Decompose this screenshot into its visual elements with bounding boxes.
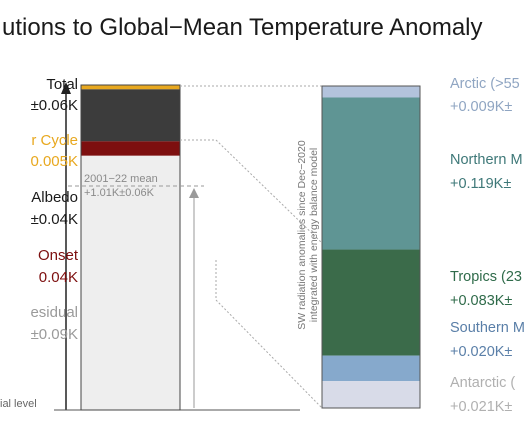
label-total-name: Total — [46, 76, 78, 93]
left-bar-outline — [80, 84, 181, 411]
left-bar-segment-3 — [81, 155, 180, 410]
sw-note-line1: SW radiation anomalies since Dec−2020 — [296, 140, 308, 330]
left-bar-segment-1 — [81, 89, 180, 142]
connector-bottom — [215, 260, 323, 409]
right-bar-segment-0 — [322, 86, 420, 98]
chart-title: utions to Global−Mean Temperature Anomal… — [2, 14, 483, 41]
label-northern-value: +0.119K± — [450, 176, 512, 192]
label-southern-name: Southern M — [450, 320, 525, 336]
label-cycle-name: r Cycle — [31, 132, 78, 149]
label-northern-name: Northern M — [450, 152, 523, 168]
sw-note-line2: integrated with energy balance model — [308, 147, 320, 323]
right-bar-segment-4 — [322, 381, 420, 408]
label-antarctic-name: Antarctic ( — [450, 375, 516, 391]
label-arctic-value: +0.009K± — [450, 99, 513, 115]
label-arctic-name: Arctic (>55 — [450, 76, 520, 92]
sw-radiation-note: SW radiation anomalies since Dec−2020 in… — [296, 105, 320, 365]
label-initial-level: ial level — [0, 398, 37, 410]
left-bar-segment-2 — [81, 141, 180, 156]
label-onset-value: 0.04K — [38, 269, 78, 286]
label-albedo-name: Albedo — [31, 189, 78, 206]
mean-annotation-line1: 2001−22 mean — [84, 173, 158, 185]
label-onset-name: Onset — [37, 247, 78, 264]
label-total-value: ±0.06K — [30, 97, 78, 114]
connector-middle — [180, 139, 323, 244]
right-bar-segment-2 — [322, 249, 420, 356]
label-cycle-value: 0.005K — [30, 153, 78, 170]
right-bar-outline — [321, 85, 421, 409]
right-bar-segment-3 — [322, 355, 420, 382]
label-albedo-value: ±0.04K — [30, 211, 78, 228]
label-southern-value: +0.020K± — [450, 344, 513, 360]
mean-arrowhead — [189, 188, 199, 198]
right-bar-segment-1 — [322, 97, 420, 250]
label-antarctic-value: +0.021K± — [450, 399, 513, 415]
y-axis-arrowhead — [61, 82, 71, 94]
label-residual-name: esidual — [30, 304, 78, 321]
left-bar-segment-0 — [81, 85, 180, 90]
mean-annotation-line2: +1.01K±0.06K — [84, 187, 154, 199]
label-residual-value: ±0.09K — [30, 326, 78, 343]
label-tropics-name: Tropics (23 — [450, 269, 522, 285]
label-tropics-value: +0.083K± — [450, 293, 513, 309]
